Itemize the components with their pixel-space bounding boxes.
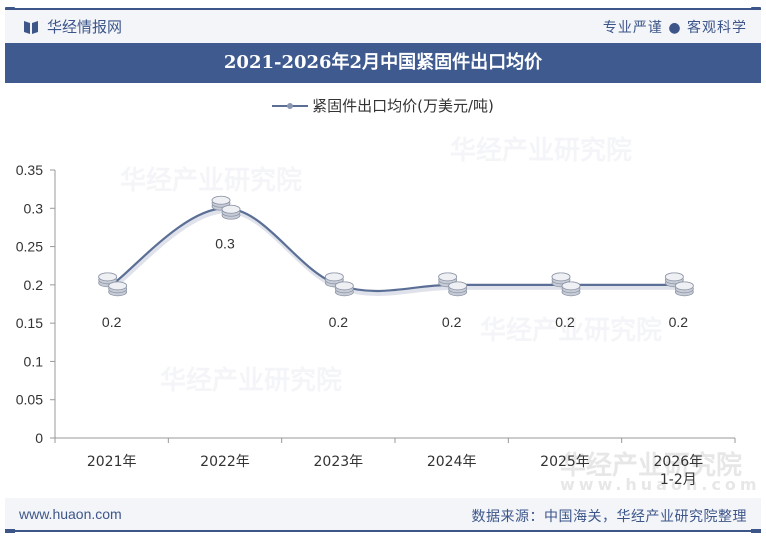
x-tick-label: 2021年 — [87, 454, 137, 470]
y-tick-label: 0.15 — [16, 315, 43, 331]
legend-line-icon — [272, 97, 309, 115]
x-tick-label: 2023年 — [314, 454, 364, 470]
data-label: 0.2 — [669, 314, 689, 330]
coin-marker-icon — [211, 195, 241, 220]
y-tick-label: 0.1 — [24, 353, 44, 369]
brand-name: 华经情报网 — [47, 18, 123, 36]
legend: 紧固件出口均价(万美元/吨) — [0, 95, 766, 116]
footer-bottom-line — [5, 529, 761, 533]
chart-title: 2021-2026年2月中国紧固件出口均价 — [5, 43, 761, 83]
y-tick-label: 0.3 — [24, 200, 44, 216]
legend-label: 紧固件出口均价(万美元/吨) — [312, 97, 494, 115]
brand[interactable]: 华经情报网 — [23, 16, 122, 37]
data-label: 0.2 — [442, 314, 462, 330]
header-bar: 华经情报网 专业严谨 ● 客观科学 — [5, 10, 761, 43]
data-source: 数据来源：中国海关，华经产业研究院整理 — [471, 509, 747, 525]
data-label: 0.2 — [555, 314, 575, 330]
slogan: 专业严谨 ● 客观科学 — [602, 20, 747, 36]
data-label: 0.2 — [329, 314, 349, 330]
data-label: 0.2 — [102, 314, 122, 330]
coin-marker-icon — [551, 272, 581, 297]
coin-marker-icon — [438, 272, 468, 297]
y-tick-label: 0.05 — [16, 392, 43, 408]
coin-marker-icon — [324, 272, 354, 297]
y-tick-label: 0.2 — [24, 277, 44, 293]
y-tick-label: 0 — [35, 430, 43, 446]
logo-icon — [23, 19, 39, 35]
coin-marker-icon — [664, 272, 694, 297]
x-tick-label: 2024年 — [427, 454, 477, 470]
y-tick-label: 0.35 — [16, 162, 43, 178]
x-tick-label: 1-2月 — [660, 472, 697, 488]
x-tick-label: 2025年 — [540, 454, 590, 470]
coin-marker-icon — [98, 272, 128, 297]
data-label: 0.3 — [215, 235, 235, 251]
header-top-line — [5, 7, 761, 11]
x-tick-label: 2026年 — [654, 454, 704, 470]
site-link[interactable]: www.huaon.com — [19, 506, 122, 522]
x-tick-label: 2022年 — [200, 454, 250, 470]
y-tick-label: 0.25 — [16, 239, 43, 255]
footer-bar: www.huaon.com 数据来源：中国海关，华经产业研究院整理 — [5, 498, 761, 530]
